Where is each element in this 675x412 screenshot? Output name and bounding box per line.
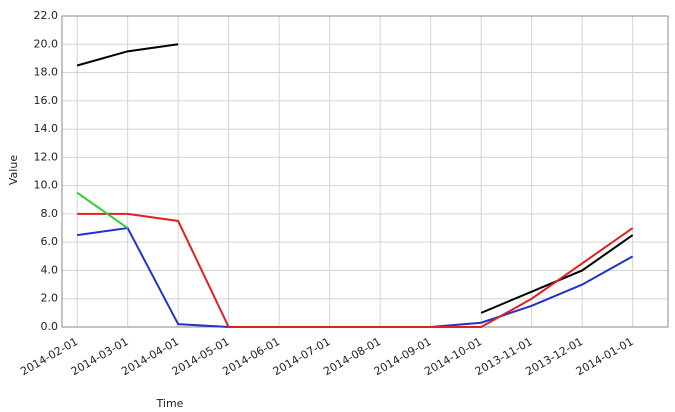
series-line (77, 212, 634, 328)
y-tick-label: 18.0 (34, 66, 59, 79)
series-line (76, 191, 129, 229)
plot-frame (61, 15, 669, 328)
series-line (480, 234, 634, 314)
series-line (76, 43, 179, 67)
y-axis-label: Value (7, 155, 20, 185)
y-tick-label: 6.0 (41, 235, 59, 248)
x-axis-label: Time (156, 397, 184, 410)
y-tick-label: 0.0 (41, 320, 59, 333)
y-tick-label: 14.0 (34, 122, 59, 135)
y-tick-label: 22.0 (34, 9, 59, 22)
y-tick-label: 12.0 (34, 150, 59, 163)
series-line (77, 226, 634, 328)
y-tick-label: 2.0 (41, 292, 59, 305)
y-tick-label: 8.0 (41, 207, 59, 220)
y-tick-label: 16.0 (34, 94, 59, 107)
x-tick-label: 2014-01-01 (574, 335, 636, 378)
y-tick-label: 10.0 (34, 179, 59, 192)
y-tick-label: 4.0 (41, 263, 59, 276)
y-tick-label: 20.0 (34, 37, 59, 50)
